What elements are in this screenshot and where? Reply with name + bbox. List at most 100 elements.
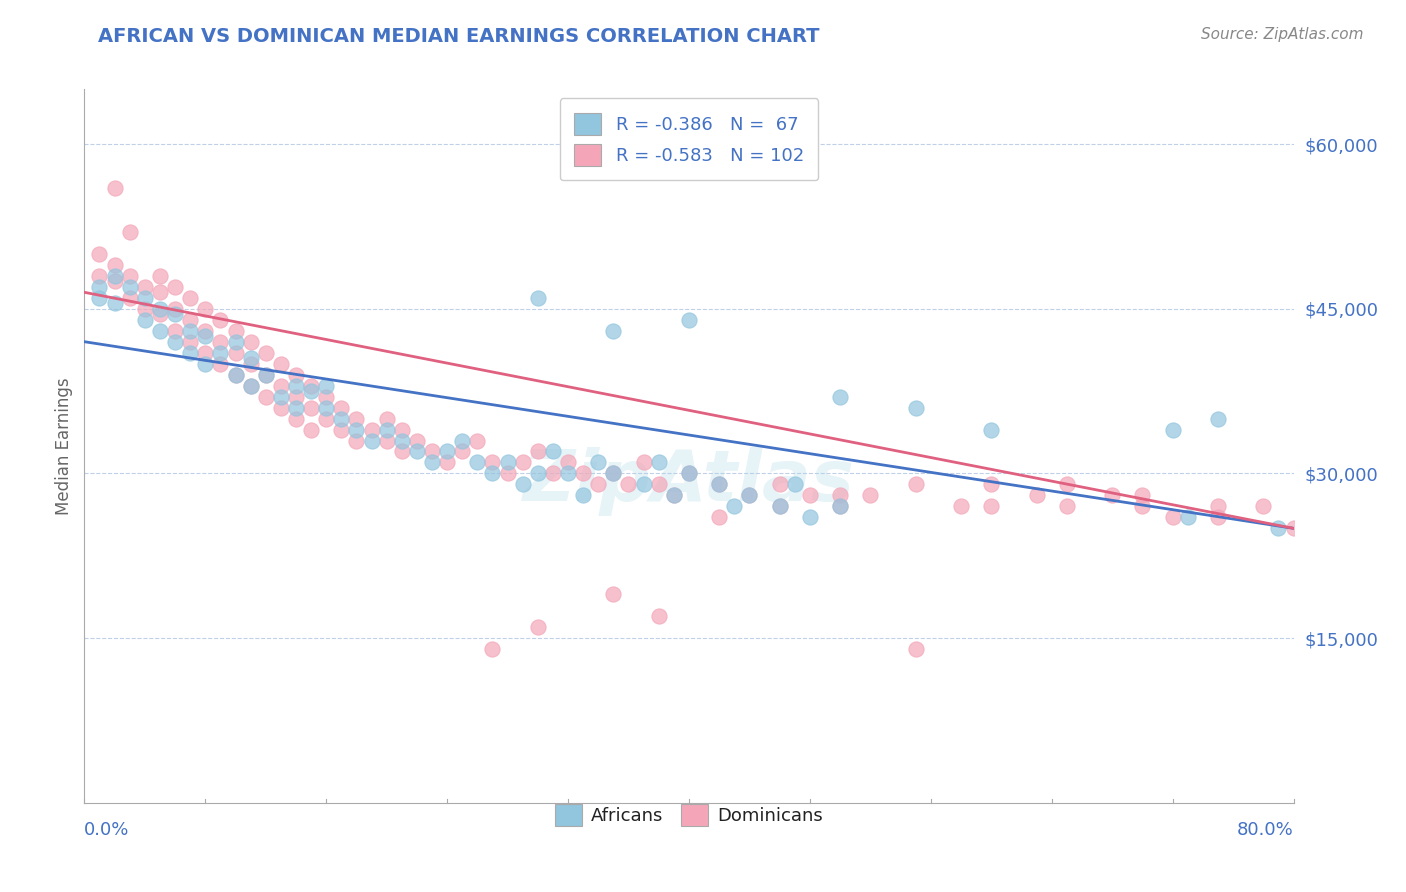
Point	[89, 268, 111, 283]
Point	[330, 411, 353, 425]
Point	[709, 510, 731, 524]
Point	[799, 510, 821, 524]
Point	[572, 488, 595, 502]
Point	[375, 423, 398, 437]
Point	[149, 307, 172, 321]
Point	[481, 642, 503, 657]
Point	[481, 455, 503, 469]
Point	[481, 467, 503, 481]
Point	[299, 401, 322, 415]
Point	[830, 500, 852, 514]
Point	[225, 368, 247, 382]
Point	[678, 467, 700, 481]
Point	[527, 620, 550, 634]
Point	[118, 291, 141, 305]
Point	[1282, 521, 1305, 535]
Point	[406, 444, 429, 458]
Point	[285, 368, 308, 382]
Point	[225, 345, 247, 359]
Point	[391, 444, 413, 458]
Point	[830, 500, 852, 514]
Point	[1101, 488, 1123, 502]
Text: 0.0%: 0.0%	[84, 821, 129, 838]
Point	[330, 423, 353, 437]
Point	[451, 444, 474, 458]
Point	[496, 467, 519, 481]
Point	[285, 390, 308, 404]
Point	[346, 434, 368, 448]
Point	[118, 280, 141, 294]
Point	[602, 587, 624, 601]
Point	[420, 455, 443, 469]
Point	[360, 434, 382, 448]
Point	[118, 268, 141, 283]
Point	[1025, 488, 1047, 502]
Point	[602, 467, 624, 481]
Point	[270, 357, 292, 371]
Point	[270, 390, 292, 404]
Point	[239, 378, 262, 392]
Point	[648, 609, 671, 624]
Point	[285, 411, 308, 425]
Point	[678, 312, 700, 326]
Point	[375, 411, 398, 425]
Point	[179, 345, 201, 359]
Point	[1253, 500, 1275, 514]
Point	[436, 455, 458, 469]
Point	[391, 423, 413, 437]
Point	[1130, 488, 1153, 502]
Point	[391, 434, 413, 448]
Point	[769, 500, 792, 514]
Point	[512, 477, 534, 491]
Point	[527, 444, 550, 458]
Point	[165, 307, 187, 321]
Point	[285, 378, 308, 392]
Point	[315, 401, 337, 415]
Point	[179, 334, 201, 349]
Point	[149, 301, 172, 316]
Point	[89, 280, 111, 294]
Point	[783, 477, 806, 491]
Point	[467, 434, 489, 448]
Point	[239, 351, 262, 366]
Point	[527, 467, 550, 481]
Point	[104, 258, 127, 272]
Point	[1056, 477, 1078, 491]
Point	[194, 301, 217, 316]
Point	[225, 368, 247, 382]
Point	[315, 411, 337, 425]
Point	[134, 280, 156, 294]
Point	[194, 357, 217, 371]
Point	[254, 368, 277, 382]
Point	[769, 500, 792, 514]
Point	[980, 477, 1002, 491]
Point	[662, 488, 685, 502]
Point	[980, 423, 1002, 437]
Point	[769, 477, 792, 491]
Point	[648, 477, 671, 491]
Point	[406, 434, 429, 448]
Point	[799, 488, 821, 502]
Point	[165, 324, 187, 338]
Point	[527, 291, 550, 305]
Point	[165, 334, 187, 349]
Point	[225, 324, 247, 338]
Point	[299, 423, 322, 437]
Point	[134, 291, 156, 305]
Point	[512, 455, 534, 469]
Point	[557, 467, 579, 481]
Point	[239, 378, 262, 392]
Point	[89, 247, 111, 261]
Text: AFRICAN VS DOMINICAN MEDIAN EARNINGS CORRELATION CHART: AFRICAN VS DOMINICAN MEDIAN EARNINGS COR…	[98, 27, 820, 45]
Point	[602, 324, 624, 338]
Point	[738, 488, 761, 502]
Point	[467, 455, 489, 469]
Point	[541, 444, 564, 458]
Point	[118, 225, 141, 239]
Point	[360, 423, 382, 437]
Point	[1206, 500, 1229, 514]
Point	[89, 291, 111, 305]
Point	[315, 378, 337, 392]
Point	[496, 455, 519, 469]
Point	[179, 312, 201, 326]
